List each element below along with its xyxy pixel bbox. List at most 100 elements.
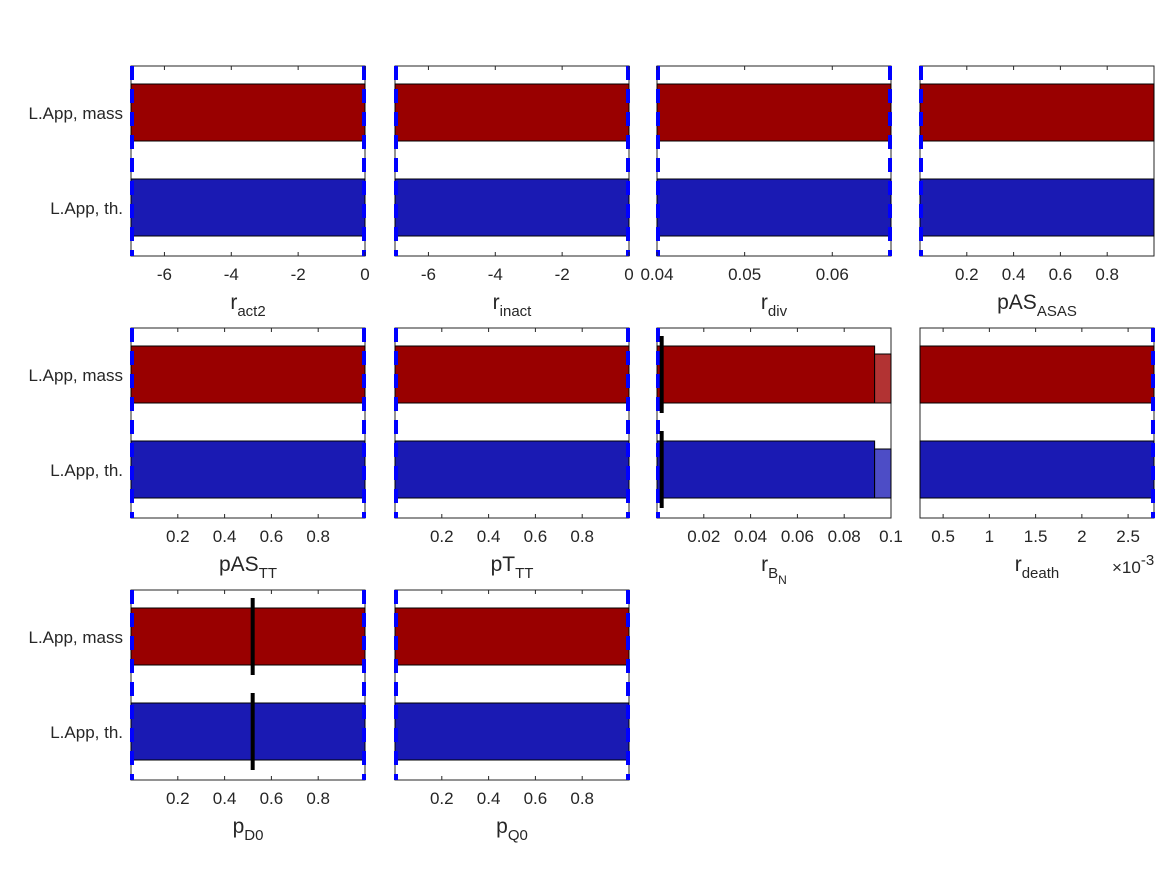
exponent-power: -3 <box>1141 552 1154 569</box>
bar-mass <box>656 83 892 142</box>
bar-th <box>656 440 876 499</box>
x-tick-label: -4 <box>488 265 503 284</box>
bar-mass-extension <box>874 353 892 404</box>
x-tick-label: 0.2 <box>430 527 454 546</box>
xlabel-part: N <box>778 573 787 587</box>
x-tick-label: 0.4 <box>213 527 237 546</box>
xlabel-part: pAS <box>219 553 259 576</box>
x-tick-label: -4 <box>224 265 239 284</box>
x-tick-label: 0.4 <box>477 527 501 546</box>
x-tick-label: 2.5 <box>1116 527 1140 546</box>
x-tick-label: 0.6 <box>524 527 548 546</box>
x-tick-label: 0.08 <box>828 527 861 546</box>
bar-th <box>919 440 1155 499</box>
x-axis-label: rdiv <box>761 291 788 320</box>
bar-mass <box>130 345 366 404</box>
bar-th <box>656 178 892 237</box>
subplot-3: 0.04 0.05 0.06 rdiv <box>640 65 892 320</box>
xlabel-part: inact <box>500 303 533 320</box>
bar-mass <box>130 83 366 142</box>
x-tick-label: 0.2 <box>166 789 190 808</box>
xlabel-part: ASAS <box>1037 303 1077 320</box>
category-label: L.App, th. <box>50 461 123 480</box>
bar-th <box>919 178 1155 237</box>
category-label: L.App, th. <box>50 199 123 218</box>
bar-th <box>130 702 366 761</box>
x-tick-label: 0.2 <box>430 789 454 808</box>
xlabel-part: TT <box>515 565 533 582</box>
category-label: L.App, mass <box>29 366 124 385</box>
x-tick-label: 0.8 <box>570 789 594 808</box>
x-axis-label: ract2 <box>230 291 265 320</box>
x-tick-label: 0.6 <box>260 789 284 808</box>
x-tick-label: 0.2 <box>166 527 190 546</box>
subplot-4: 0.2 0.4 0.6 0.8 pASASAS <box>919 65 1155 320</box>
x-tick-label: -6 <box>157 265 172 284</box>
x-tick-label: 0.02 <box>687 527 720 546</box>
x-tick-label: 0.4 <box>477 789 501 808</box>
xlabel-part: r <box>761 553 768 576</box>
x-tick-label: 0.04 <box>734 527 767 546</box>
xlabel-part: div <box>768 303 788 320</box>
category-label: L.App, mass <box>29 628 124 647</box>
x-tick-label: 0.4 <box>1002 265 1026 284</box>
bar-th <box>394 178 630 237</box>
subplot-8: 0.5 1 1.5 2 2.5 rdeath ×10-3 <box>919 327 1155 582</box>
x-axis-label: pQ0 <box>496 815 528 844</box>
x-tick-label: 0.06 <box>816 265 849 284</box>
bar-mass <box>394 345 630 404</box>
x-tick-label: 0.5 <box>931 527 955 546</box>
xlabel-part: r <box>493 291 500 314</box>
x-axis-label: pTTT <box>491 553 534 582</box>
x-tick-label: 0 <box>624 265 633 284</box>
xlabel-part: Q0 <box>508 827 528 844</box>
x-tick-label: -2 <box>291 265 306 284</box>
bar-mass <box>919 83 1155 142</box>
xlabel-part: D0 <box>244 827 263 844</box>
x-tick-label: 0.8 <box>570 527 594 546</box>
subplot-9: 0.2 0.4 0.6 0.8 L.App, mass L.App, th. pD0 <box>29 589 366 844</box>
subplot-5: 0.2 0.4 0.6 0.8 L.App, mass L.App, th. pASTT <box>29 327 366 582</box>
x-tick-label: 0.6 <box>1049 265 1073 284</box>
xlabel-part: pT <box>491 553 516 576</box>
x-tick-label: 0.4 <box>213 789 237 808</box>
x-axis-label: rinact <box>493 291 533 320</box>
x-axis-label: pD0 <box>233 815 264 844</box>
x-tick-label: 0.04 <box>640 265 673 284</box>
xlabel-part: p <box>496 815 508 838</box>
x-tick-label: 2 <box>1077 527 1086 546</box>
xlabel-part: r <box>1015 553 1022 576</box>
x-tick-label: 0.1 <box>879 527 903 546</box>
x-tick-label: 0.8 <box>306 527 330 546</box>
bar-th <box>394 440 630 499</box>
xlabel-part: death <box>1022 565 1060 582</box>
x-tick-label: 0.8 <box>1095 265 1119 284</box>
xlabel-part: B <box>768 565 778 582</box>
x-tick-label: 1 <box>985 527 994 546</box>
x-tick-label: -6 <box>421 265 436 284</box>
bar-th-extension <box>874 448 892 499</box>
x-tick-label: 0.6 <box>260 527 284 546</box>
subplot-7: 0.02 0.04 0.06 0.08 0.1 rBN <box>656 327 903 587</box>
exponent-base: ×10 <box>1112 558 1141 577</box>
bar-th <box>130 178 366 237</box>
x-exponent-label: ×10-3 <box>1112 552 1154 577</box>
subplot-2: -6 -4 -2 0 rinact <box>394 65 634 320</box>
bar-th <box>130 440 366 499</box>
xlabel-part: r <box>230 291 237 314</box>
x-tick-label: 0.6 <box>524 789 548 808</box>
x-axis-label: pASASAS <box>997 291 1077 320</box>
x-axis-label: rBN <box>761 553 787 587</box>
bar-mass <box>394 83 630 142</box>
subplot-1: -6 -4 -2 0 L.App, mass L.App, th. ract2 <box>29 65 370 320</box>
xlabel-part: TT <box>259 565 277 582</box>
x-tick-label: 1.5 <box>1024 527 1048 546</box>
bar-th <box>394 702 630 761</box>
x-tick-label: 0.2 <box>955 265 979 284</box>
category-label: L.App, mass <box>29 104 124 123</box>
x-tick-label: 0 <box>360 265 369 284</box>
bar-mass <box>656 345 876 404</box>
xlabel-part: pAS <box>997 291 1037 314</box>
bar-mass <box>919 345 1155 404</box>
